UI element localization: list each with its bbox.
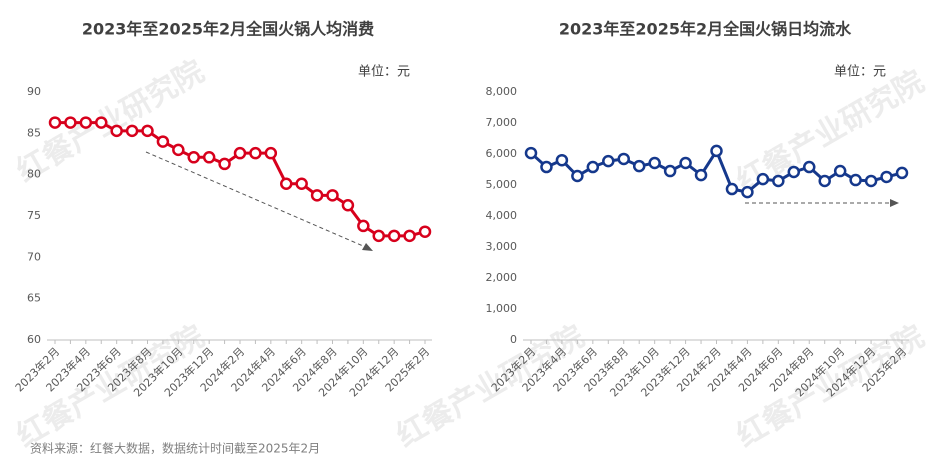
- point: [849, 173, 862, 187]
- point: [818, 174, 831, 188]
- point: [156, 135, 170, 148]
- y-tick-label: 90: [27, 85, 41, 98]
- point: [202, 151, 216, 164]
- chart-title: 2023年至2025年2月全国火锅人均消费: [82, 20, 374, 39]
- y-tick-label: 8,000: [486, 85, 518, 98]
- point: [803, 160, 816, 174]
- chart-title: 2023年至2025年2月全国火锅日均流水: [559, 20, 852, 39]
- point: [310, 189, 324, 202]
- point: [602, 154, 615, 168]
- y-tick-label: 85: [27, 126, 41, 139]
- point: [387, 229, 401, 243]
- point: [787, 165, 801, 179]
- point: [833, 164, 847, 178]
- source: 资料来源：红餐大数据，数据统计时间截至2025年2月: [30, 441, 320, 456]
- y-tick-label: 80: [27, 168, 41, 181]
- point: [357, 219, 370, 233]
- point: [524, 146, 538, 160]
- watermarks: 红餐产业研究院 红餐产业研究院 红餐产业研究院 红餐产业研究院 红餐产业研究院: [11, 54, 930, 454]
- point: [218, 157, 231, 171]
- point: [110, 124, 123, 138]
- point: [710, 144, 723, 158]
- point: [403, 229, 416, 243]
- point: [280, 177, 293, 191]
- point: [79, 116, 93, 129]
- y-tick-label: 70: [27, 250, 41, 263]
- y-tick-label: 4,000: [486, 209, 518, 222]
- point: [571, 169, 584, 183]
- unit-label: 单位：元: [834, 65, 886, 80]
- point: [540, 160, 553, 174]
- y-tick-label: 5,000: [486, 178, 518, 191]
- chart: 2023年至2025年2月全国火锅人均消费单位：元606570758085902…: [12, 20, 432, 400]
- point: [632, 159, 646, 173]
- point: [864, 174, 878, 188]
- point: [895, 166, 909, 180]
- point: [64, 116, 77, 129]
- arrow-head: [362, 243, 373, 251]
- y-tick-label: 6,000: [486, 147, 518, 160]
- point: [264, 146, 278, 160]
- point: [125, 124, 139, 138]
- unit-label: 单位：元: [358, 65, 410, 80]
- point: [172, 143, 185, 157]
- y-tick-label: 7,000: [486, 116, 518, 129]
- point: [141, 124, 154, 138]
- y-tick-label: 65: [27, 292, 41, 305]
- y-tick-label: 75: [27, 209, 41, 222]
- y-tick-label: 3,000: [486, 240, 518, 253]
- point: [694, 168, 708, 182]
- point: [663, 164, 677, 178]
- trend-arrow: [145, 151, 371, 250]
- point: [741, 185, 754, 199]
- point: [880, 170, 893, 184]
- point: [586, 160, 600, 174]
- point: [772, 174, 785, 188]
- point: [187, 151, 200, 164]
- point: [249, 146, 262, 160]
- point: [233, 146, 247, 160]
- point: [725, 182, 739, 196]
- point: [372, 229, 385, 243]
- point: [617, 152, 630, 166]
- point: [418, 225, 432, 238]
- point: [48, 116, 62, 129]
- y-tick-label: 2,000: [486, 271, 518, 284]
- y-tick-label: 60: [27, 333, 41, 346]
- point: [648, 156, 661, 170]
- y-tick-label: 1,000: [486, 302, 518, 315]
- point: [95, 116, 108, 129]
- point: [341, 199, 355, 212]
- point: [679, 156, 692, 170]
- point: [756, 172, 770, 186]
- point: [326, 189, 339, 202]
- arrow-head: [890, 199, 899, 207]
- point: [295, 177, 308, 191]
- point: [555, 153, 569, 167]
- y-tick-label: 0: [510, 333, 517, 346]
